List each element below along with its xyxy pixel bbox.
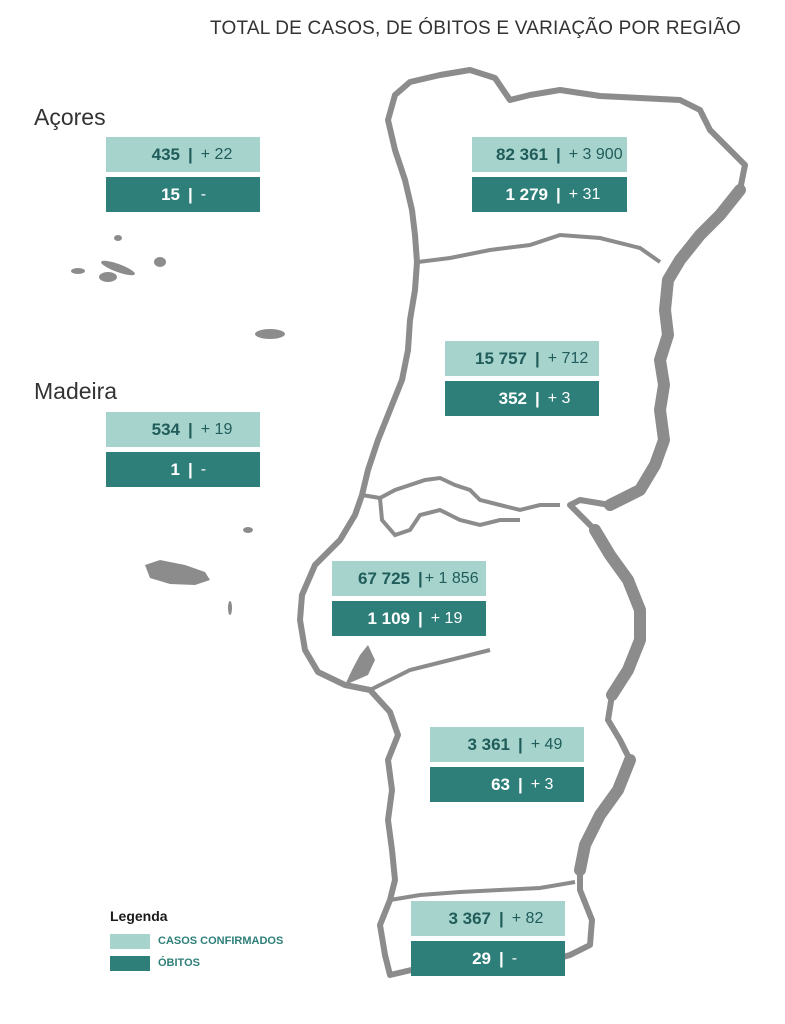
centro-deaths-variation: + 3 [547, 389, 571, 407]
deaths-swatch [110, 955, 150, 971]
centro-cases-box: 15 757 | + 712 [445, 341, 599, 376]
madeira-deaths-box: 1 | - [106, 452, 260, 487]
lisboa-cases-box: 67 725 | + 1 856 [332, 561, 486, 596]
separator: | [188, 459, 193, 479]
alentejo-deaths-variation: + 3 [530, 775, 554, 793]
separator: | [556, 184, 561, 204]
madeira-deaths-value: 1 [170, 459, 180, 479]
alentejo-cases-variation: + 49 [530, 735, 563, 753]
legend-row-cases: CASOS CONFIRMADOS [110, 930, 283, 952]
separator: | [518, 734, 523, 754]
cases-swatch [110, 933, 150, 949]
lisboa-deaths-value: 1 109 [367, 608, 410, 628]
separator: | [188, 184, 193, 204]
map-title: TOTAL DE CASOS, DE ÓBITOS E VARIAÇÃO POR… [210, 18, 741, 39]
norte-cases-value: 82 361 [496, 144, 548, 164]
lisboa-deaths-variation: + 19 [430, 609, 463, 627]
azores-cases-variation: + 22 [200, 145, 233, 163]
tagus-estuary [345, 645, 375, 685]
alentejo-deaths-box: 63 | + 3 [430, 767, 584, 802]
centro-deaths-value: 352 [498, 388, 527, 408]
lisboa-cases-variation: + 1 856 [424, 569, 479, 587]
legend-row-deaths: ÓBITOS [110, 952, 283, 974]
separator: | [518, 774, 523, 794]
legend-deaths-label: ÓBITOS [158, 957, 200, 969]
madeira-deaths-variation: - [200, 460, 207, 478]
border-lisboa-centro-inner [378, 497, 520, 538]
norte-deaths-variation: + 31 [568, 185, 601, 203]
azores-label: Açores [34, 104, 106, 130]
algarve-deaths-box: 29 | - [411, 941, 565, 976]
separator: | [535, 388, 540, 408]
azores-deaths-box: 15 | - [106, 177, 260, 212]
algarve-cases-value: 3 367 [448, 908, 491, 928]
separator: | [499, 908, 504, 928]
border-norte-centro [417, 232, 662, 264]
azores-islands [71, 235, 285, 339]
separator: | [418, 568, 423, 588]
norte-deaths-value: 1 279 [505, 184, 548, 204]
separator: | [418, 608, 423, 628]
centro-cases-variation: + 712 [547, 349, 589, 367]
centro-cases-value: 15 757 [475, 348, 527, 368]
norte-deaths-box: 1 279 | + 31 [472, 177, 627, 212]
madeira-label: Madeira [34, 378, 118, 404]
alentejo-cases-value: 3 361 [467, 734, 510, 754]
legend: Legenda CASOS CONFIRMADOS ÓBITOS [110, 908, 283, 974]
azores-deaths-value: 15 [161, 184, 180, 204]
separator: | [556, 144, 561, 164]
border-centro-lisboa [361, 475, 560, 513]
algarve-cases-variation: + 82 [511, 909, 544, 927]
lisboa-deaths-box: 1 109 | + 19 [332, 601, 486, 636]
centro-deaths-box: 352 | + 3 [445, 381, 599, 416]
azores-cases-box: 435 | + 22 [106, 137, 260, 172]
legend-cases-label: CASOS CONFIRMADOS [158, 935, 284, 947]
border-alentejo-algarve [389, 880, 576, 902]
azores-deaths-variation: - [200, 185, 207, 203]
azores-cases-value: 435 [151, 144, 180, 164]
border-lisboa-alentejo [369, 648, 491, 692]
norte-cases-box: 82 361 | + 3 900 [472, 137, 627, 172]
algarve-deaths-variation: - [511, 949, 518, 967]
eastern-border [574, 184, 746, 876]
separator: | [535, 348, 540, 368]
separator: | [188, 144, 193, 164]
madeira-cases-box: 534 | + 19 [106, 412, 260, 447]
separator: | [499, 948, 504, 968]
separator: | [188, 419, 193, 439]
norte-cases-variation: + 3 900 [568, 145, 623, 163]
legend-title: Legenda [110, 908, 168, 924]
madeira-islands [145, 527, 253, 615]
algarve-deaths-value: 29 [472, 948, 491, 968]
lisboa-cases-value: 67 725 [358, 568, 410, 588]
alentejo-deaths-value: 63 [491, 774, 510, 794]
madeira-cases-variation: + 19 [200, 420, 233, 438]
algarve-cases-box: 3 367 | + 82 [411, 901, 565, 936]
alentejo-cases-box: 3 361 | + 49 [430, 727, 584, 762]
madeira-cases-value: 534 [151, 419, 180, 439]
